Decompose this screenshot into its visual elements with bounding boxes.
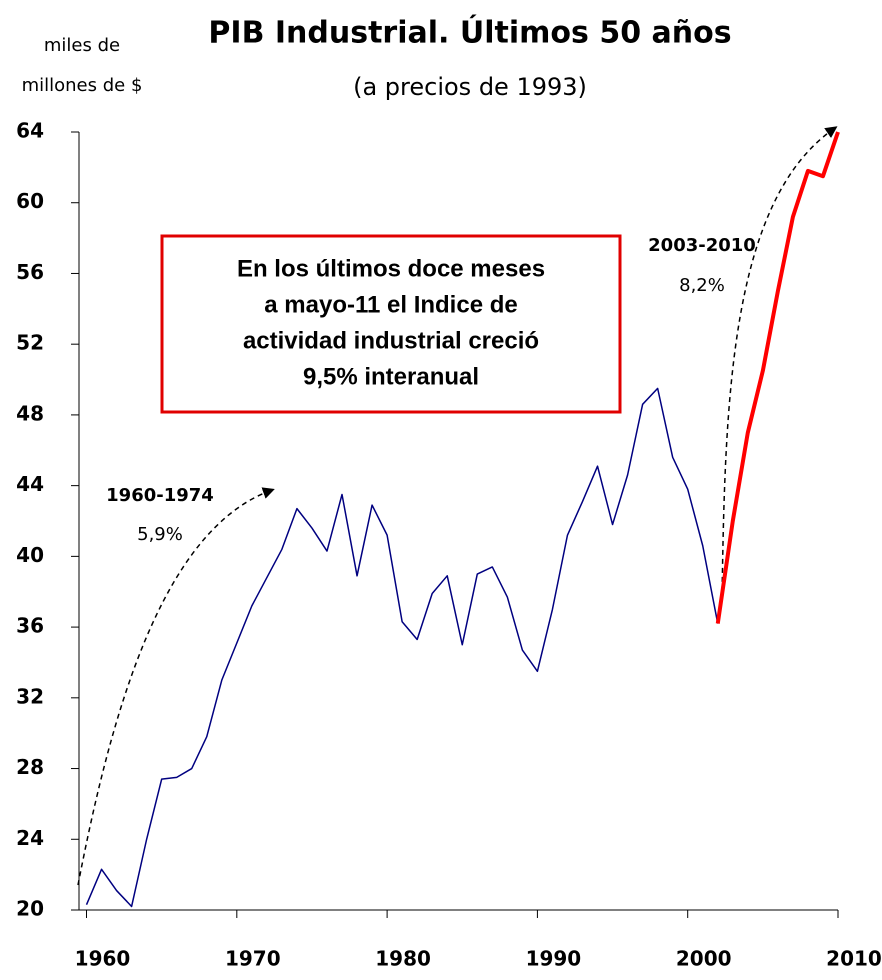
arrow [77, 487, 275, 886]
annotation: 8,2% [679, 275, 725, 296]
x-tick-label: 1980 [375, 947, 431, 971]
chart-subtitle: (a precios de 1993) [353, 73, 587, 101]
y-tick-label: 48 [16, 401, 44, 425]
x-tick-label: 1990 [526, 947, 582, 971]
y-tick-label: 36 [16, 614, 44, 638]
x-tick-label: 1960 [75, 947, 131, 971]
y-tick-label: 28 [16, 755, 44, 779]
x-tick-label: 2000 [676, 947, 732, 971]
note-box [160, 234, 622, 414]
line-series [715, 131, 840, 624]
y-tick-label: 64 [16, 119, 44, 143]
y-axis-label: millones de $ [22, 75, 143, 96]
annotation: 5,9% [137, 524, 183, 545]
note-text: actividad industrial creció [243, 327, 539, 354]
y-tick-label: 56 [16, 260, 44, 284]
x-tick-label: 1970 [225, 947, 281, 971]
note-text: a mayo-11 el Indice de [264, 291, 517, 318]
y-tick-label: 60 [16, 189, 44, 213]
chart-title: PIB Industrial. Últimos 50 años [208, 14, 731, 51]
y-tick-label: 40 [16, 543, 44, 567]
y-tick-label: 52 [16, 331, 44, 355]
line-series [85, 387, 719, 908]
y-tick-label: 20 [16, 897, 44, 921]
note-text: 9,5% interanual [303, 363, 479, 390]
annotation: 1960-1974 [106, 485, 214, 506]
arrow [721, 126, 838, 601]
y-tick-label: 44 [16, 472, 44, 496]
y-tick-label: 32 [16, 684, 44, 708]
note-text: En los últimos doce meses [237, 255, 545, 282]
annotation: 2003-2010 [648, 235, 756, 256]
y-tick-label: 24 [16, 826, 44, 850]
x-tick-label: 2010 [826, 947, 882, 971]
y-axis-label: miles de [44, 35, 120, 56]
